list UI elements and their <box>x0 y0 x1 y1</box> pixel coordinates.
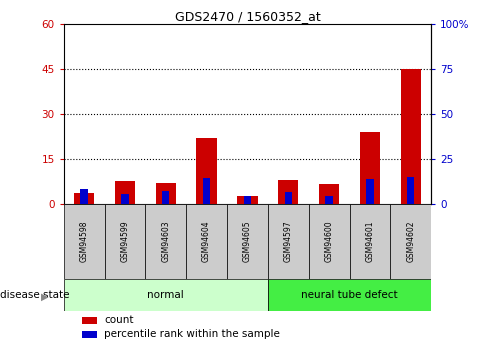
Bar <box>82 317 97 324</box>
Text: GSM94605: GSM94605 <box>243 221 252 262</box>
Text: percentile rank within the sample: percentile rank within the sample <box>104 329 280 339</box>
Bar <box>407 177 415 204</box>
Bar <box>268 204 309 279</box>
Bar <box>64 204 104 279</box>
Bar <box>360 132 380 204</box>
Bar <box>278 180 298 204</box>
Text: GSM94603: GSM94603 <box>161 221 171 262</box>
Bar <box>285 192 292 204</box>
Bar <box>146 204 186 279</box>
Bar <box>237 196 258 204</box>
Text: GSM94599: GSM94599 <box>121 221 129 262</box>
Bar <box>196 138 217 204</box>
Bar <box>74 193 94 204</box>
Bar <box>203 178 210 204</box>
Bar <box>64 279 268 311</box>
Bar <box>82 331 97 338</box>
Text: disease state: disease state <box>0 290 70 300</box>
Text: count: count <box>104 315 134 325</box>
Bar <box>115 181 135 204</box>
Bar <box>104 204 146 279</box>
Bar <box>162 191 170 204</box>
Bar <box>80 189 88 204</box>
Bar <box>349 204 391 279</box>
Bar <box>227 204 268 279</box>
Bar <box>309 204 349 279</box>
Bar <box>186 204 227 279</box>
Bar <box>244 196 251 204</box>
Text: GSM94600: GSM94600 <box>324 221 334 262</box>
Bar <box>319 184 339 204</box>
Text: GSM94601: GSM94601 <box>366 221 374 262</box>
Text: GSM94604: GSM94604 <box>202 221 211 262</box>
Text: neural tube defect: neural tube defect <box>301 290 398 300</box>
Bar <box>156 183 176 204</box>
Bar <box>268 279 431 311</box>
Text: GSM94597: GSM94597 <box>284 221 293 262</box>
Bar <box>121 194 128 204</box>
Bar <box>325 196 333 204</box>
Bar <box>366 179 373 204</box>
Text: GSM94602: GSM94602 <box>406 221 416 262</box>
Bar <box>401 69 421 204</box>
Title: GDS2470 / 1560352_at: GDS2470 / 1560352_at <box>174 10 320 23</box>
Text: normal: normal <box>147 290 184 300</box>
Bar <box>391 204 431 279</box>
Text: ▶: ▶ <box>41 292 48 302</box>
Text: GSM94598: GSM94598 <box>79 221 89 262</box>
